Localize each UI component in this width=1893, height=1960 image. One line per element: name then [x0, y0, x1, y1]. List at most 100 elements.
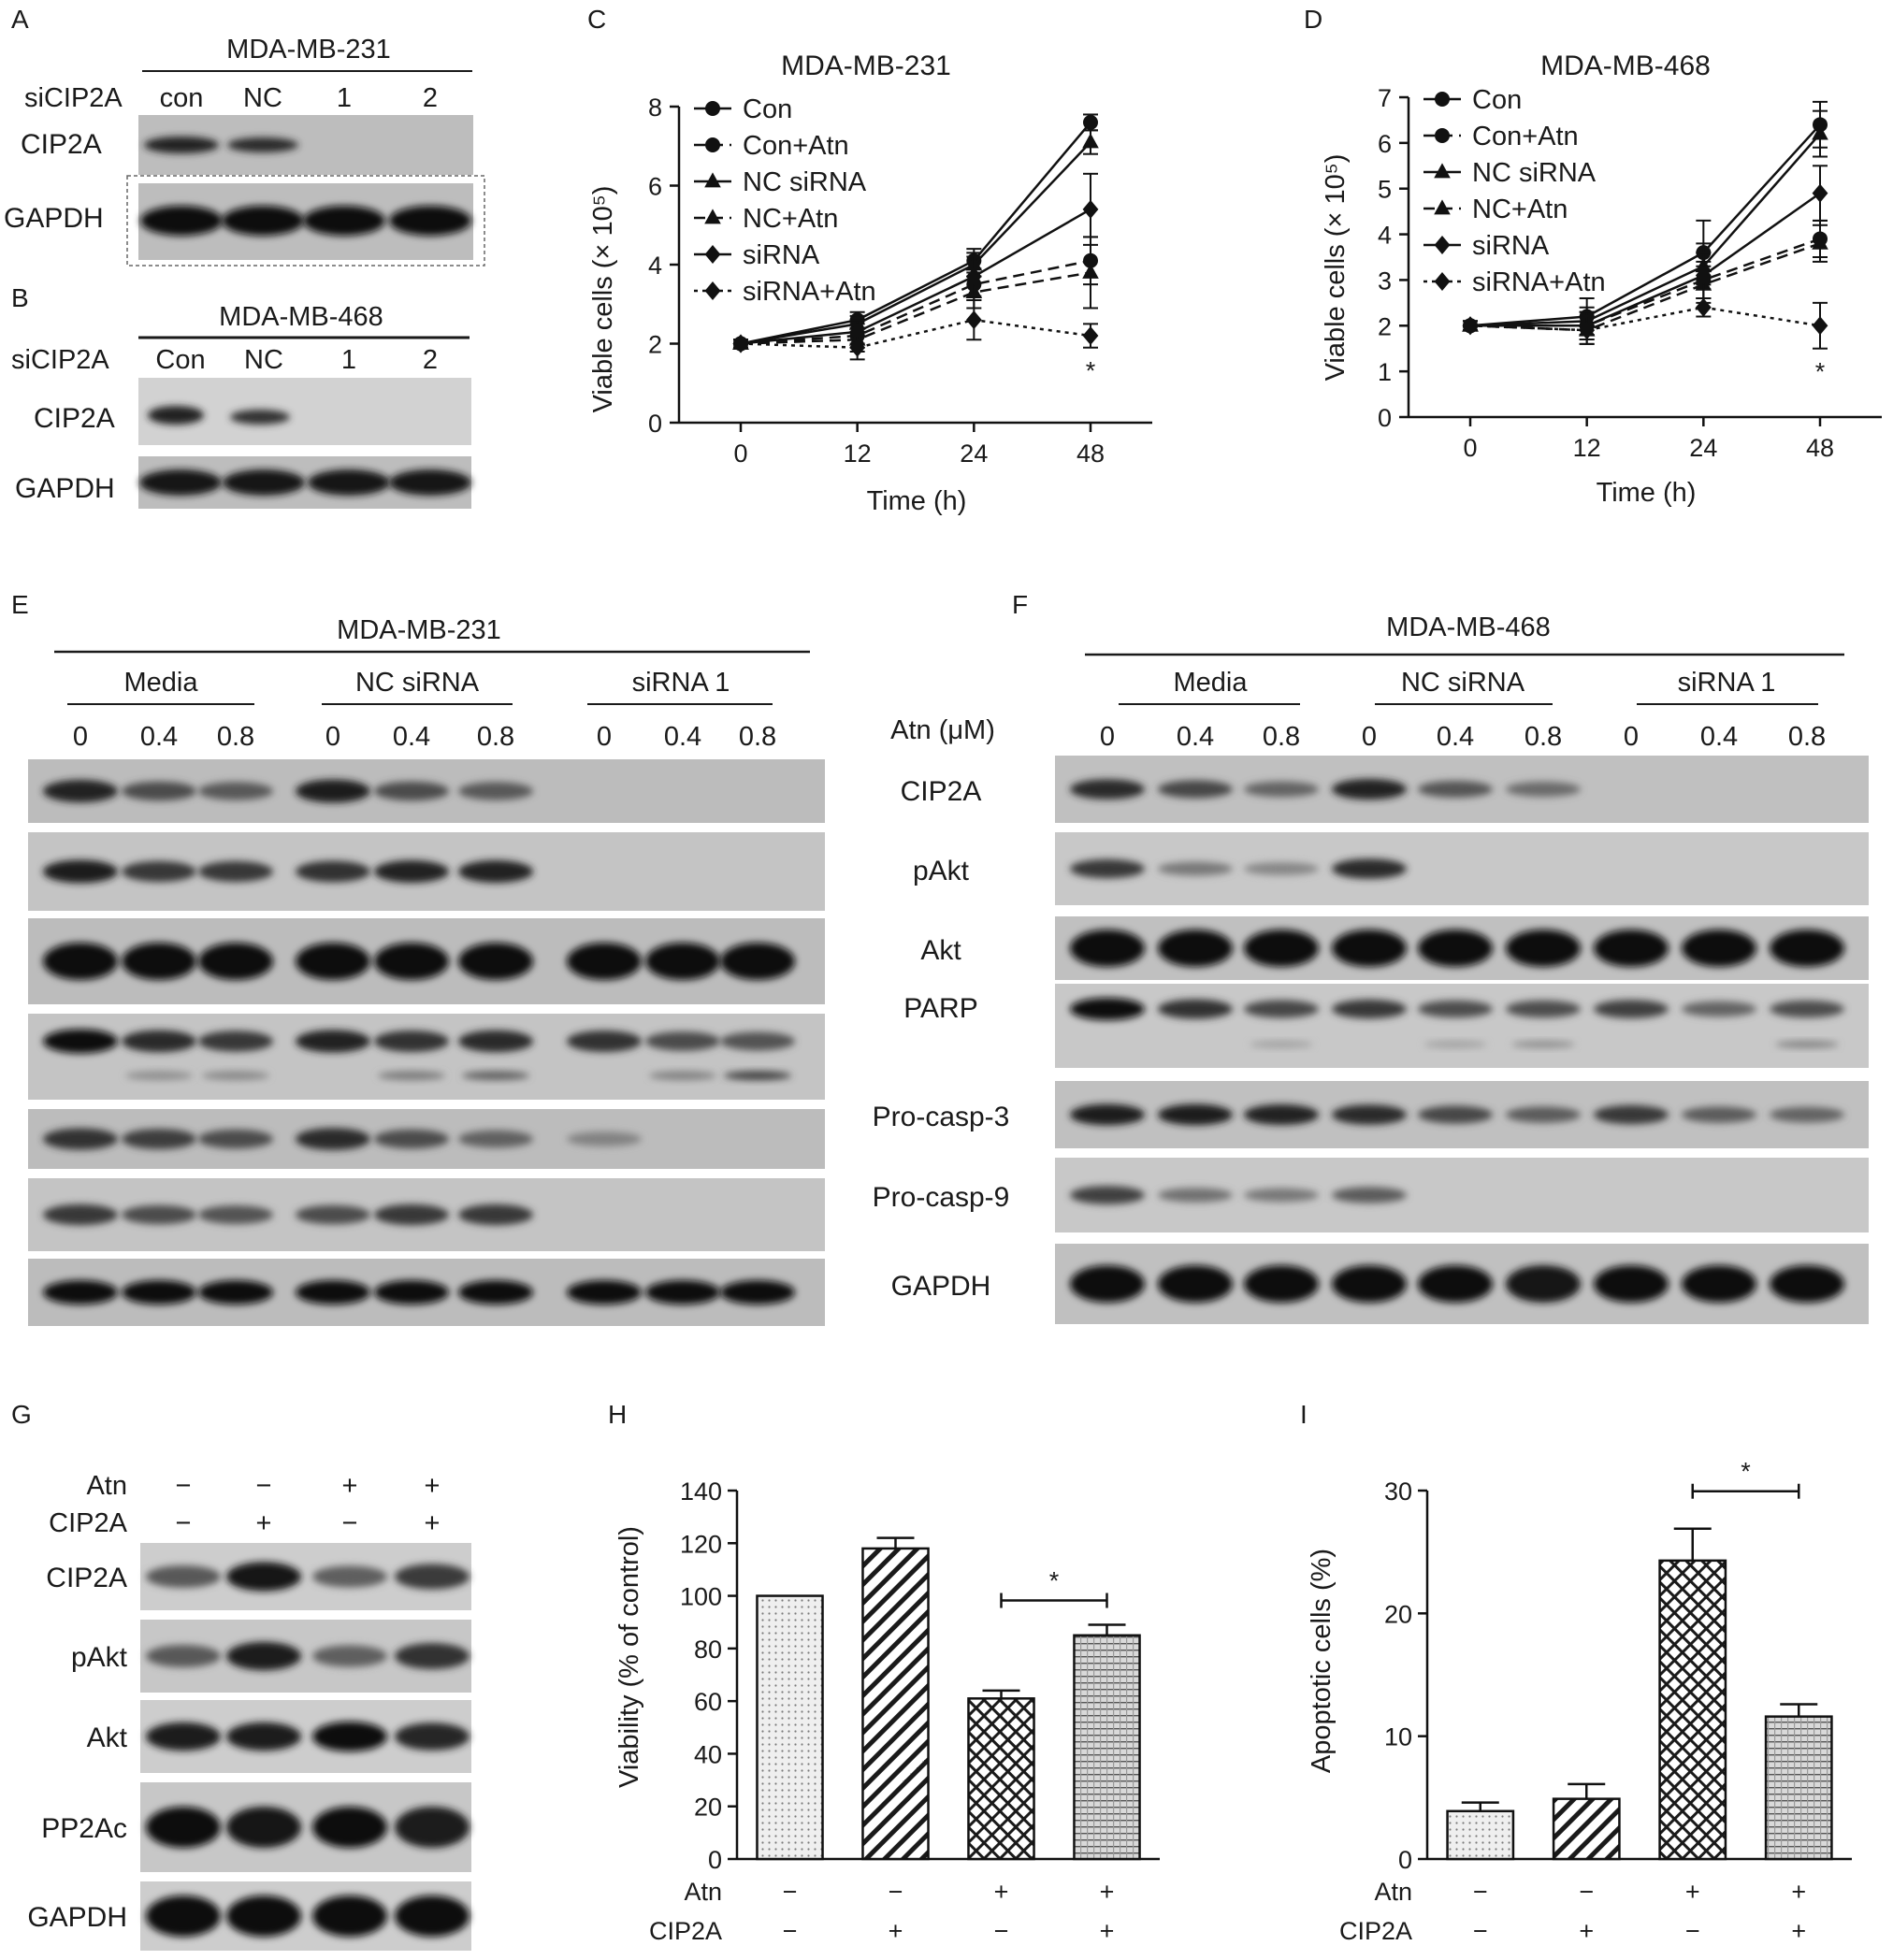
data-point: [705, 137, 720, 152]
blot-row: [1055, 756, 1869, 823]
band: [198, 860, 273, 883]
protein-label: Pro-casp-3: [873, 1102, 1010, 1132]
data-point: [1579, 321, 1596, 340]
data-point: [1434, 199, 1451, 215]
band: [458, 1203, 533, 1226]
blot-row: [140, 1620, 471, 1693]
lane-label: NC: [243, 83, 282, 113]
band: [1158, 861, 1233, 876]
lane-label: NC: [244, 345, 283, 375]
band: [43, 1203, 118, 1226]
dose-label: 0: [325, 722, 340, 752]
band: [395, 1722, 470, 1751]
band: [1418, 930, 1493, 967]
band: [567, 1030, 642, 1052]
protein-label: Akt: [87, 1722, 128, 1753]
band: [1594, 1104, 1669, 1125]
x-axis-label: Time (h): [1597, 478, 1697, 508]
panel-f-blot: MDA-MB-468 Media NC siRNA siRNA 1 Atn (μ…: [873, 612, 1869, 1324]
blot-row: [28, 759, 825, 823]
legend-entry: Con: [1472, 85, 1522, 115]
lane-label: 2: [423, 83, 438, 113]
band: [1158, 999, 1233, 1019]
condition-sign: +: [1791, 1878, 1806, 1906]
band: [198, 1129, 273, 1149]
band: [1332, 858, 1407, 879]
significance-marker: *: [1049, 1567, 1060, 1595]
band: [374, 1280, 449, 1304]
band: [198, 1030, 273, 1052]
y-tick-label: 6: [648, 173, 662, 201]
chart-d: MDA-MB-468 Viable cells (× 10⁵) Time (h)…: [1321, 50, 1882, 508]
band: [649, 1071, 716, 1081]
y-axis-label: Viable cells (× 10⁵): [588, 186, 618, 413]
data-point: [1082, 133, 1099, 149]
band: [1594, 1265, 1669, 1303]
cell-line-label: MDA-MB-468: [219, 302, 383, 332]
band: [645, 943, 720, 980]
band: [122, 1030, 196, 1053]
data-point: [1082, 326, 1099, 346]
band: [43, 1029, 118, 1054]
band: [1332, 1265, 1407, 1303]
bar: [967, 1697, 1035, 1861]
band: [1332, 1104, 1407, 1125]
band: [374, 859, 449, 884]
protein-label: GAPDH: [27, 1902, 127, 1933]
band: [122, 943, 196, 980]
y-tick-label: 4: [648, 252, 662, 280]
y-axis-label: Viable cells (× 10⁵): [1321, 154, 1351, 382]
data-point: [705, 101, 720, 116]
y-tick-label: 100: [680, 1583, 722, 1611]
band: [1770, 1000, 1844, 1018]
band: [1506, 781, 1581, 798]
band: [1770, 1106, 1844, 1123]
condition-label: CIP2A: [1339, 1917, 1412, 1945]
x-tick-label: 24: [960, 440, 988, 468]
series-line: [1470, 192, 1821, 327]
blot-row: [140, 1782, 471, 1872]
dose-label: 0.8: [1788, 722, 1826, 752]
band: [312, 1645, 387, 1667]
panel-label-b: B: [11, 283, 29, 312]
blot-row: [28, 832, 825, 911]
band: [122, 860, 196, 883]
legend-entry: siRNA+Atn: [743, 277, 876, 307]
panel-label-i: I: [1300, 1400, 1308, 1429]
bar: [756, 1594, 824, 1861]
bar: [1764, 1715, 1833, 1861]
blot-row: [28, 1014, 825, 1100]
chart-title: MDA-MB-231: [781, 50, 951, 81]
band: [462, 1071, 529, 1081]
band: [1423, 1040, 1487, 1048]
condition-sign: +: [889, 1917, 903, 1945]
dose-label: 0.4: [140, 722, 178, 752]
treatment-sign: +: [425, 1471, 441, 1501]
band: [43, 779, 118, 803]
band: [395, 1643, 470, 1669]
legend-entry: NC siRNA: [743, 167, 867, 197]
dose-axis-label: Atn (μM): [890, 715, 995, 745]
dose-label: 0.4: [1437, 722, 1474, 752]
band: [374, 781, 449, 801]
band: [125, 1071, 193, 1081]
series-line: [1469, 306, 1821, 332]
band: [378, 1071, 445, 1081]
band: [43, 943, 118, 980]
legend-entry: Con+Atn: [1472, 122, 1579, 151]
band: [458, 1280, 533, 1304]
series-line: [740, 208, 1091, 345]
band: [395, 1807, 470, 1848]
panel-g-blot: Atn CIP2A − − + + − + − + CIP2A pAkt Akt PP2Ac GAPD…: [27, 1471, 471, 1951]
data-point: [1435, 128, 1450, 143]
series-line: [740, 259, 1091, 345]
significance-marker: *: [1741, 1458, 1751, 1486]
group-label: NC siRNA: [355, 668, 480, 698]
band: [1332, 930, 1407, 967]
legend-entry: NC+Atn: [1472, 195, 1568, 224]
protein-label: pAkt: [71, 1642, 128, 1673]
bar: [861, 1547, 930, 1861]
band: [226, 1895, 301, 1937]
band: [720, 943, 795, 980]
